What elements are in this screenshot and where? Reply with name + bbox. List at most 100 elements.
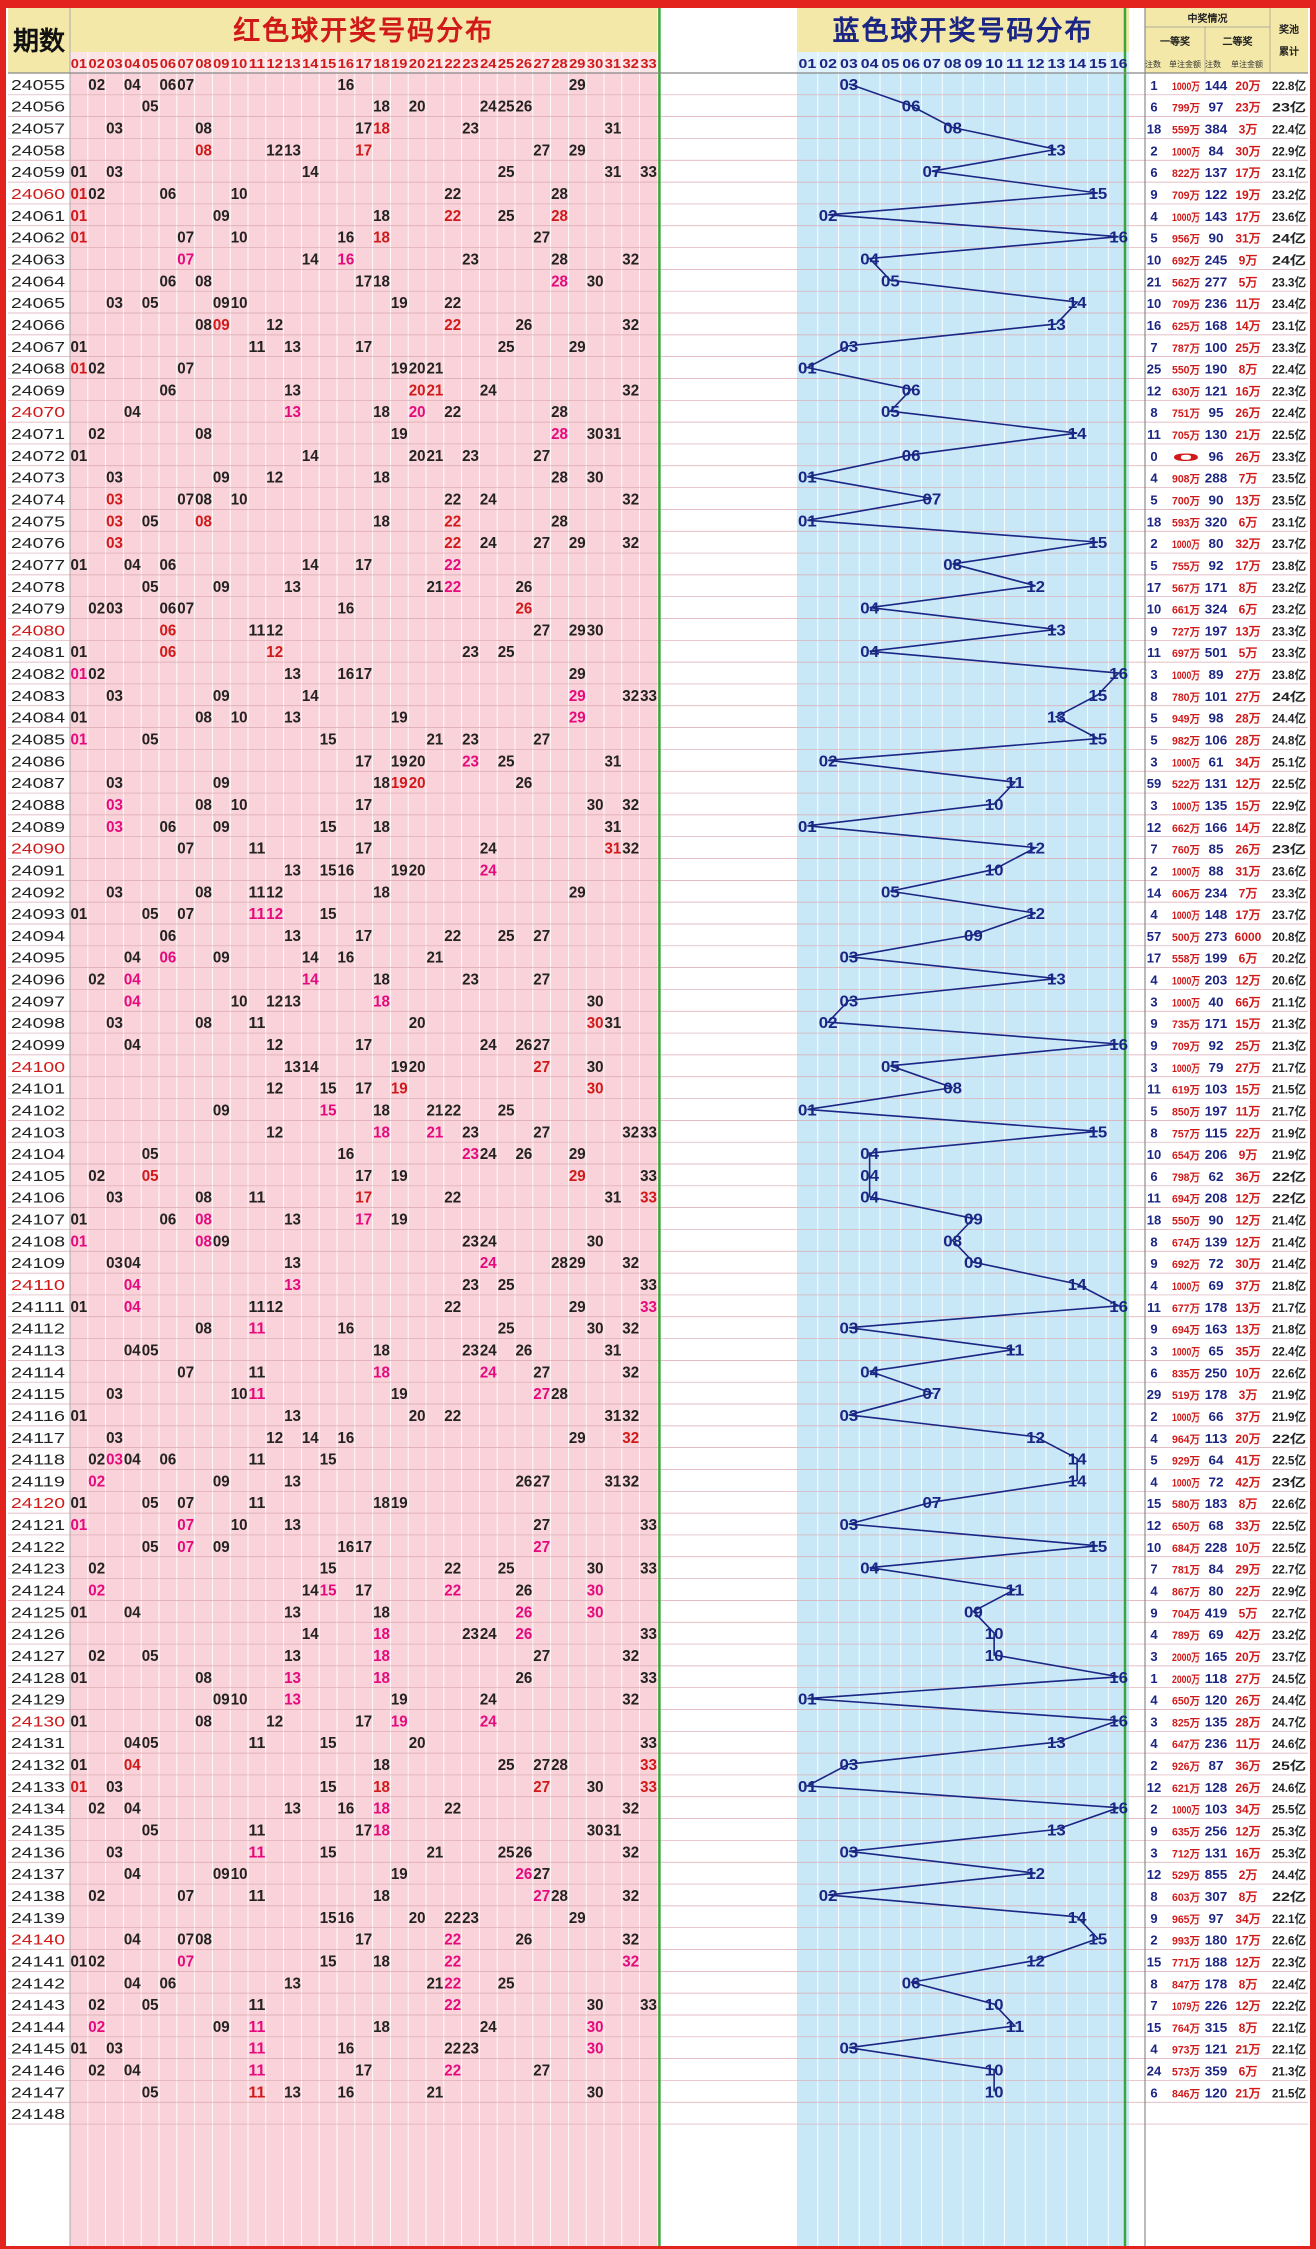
- red-ball: 04: [124, 2063, 141, 2080]
- red-ball: 04: [124, 1801, 141, 1818]
- red-ball: 12: [266, 1124, 283, 1141]
- red-ball: 04: [124, 77, 141, 94]
- issue-number: 24128: [11, 1670, 65, 1687]
- issue-number: 24071: [11, 426, 65, 443]
- first-prize-amount: 662万: [1172, 822, 1200, 835]
- red-ball: 05: [142, 1648, 159, 1665]
- first-prize-count: 9: [1150, 1322, 1157, 1337]
- red-ball: 07: [177, 601, 194, 618]
- issue-number: 24092: [11, 884, 65, 901]
- second-prize-amount: 12万: [1235, 1955, 1260, 1969]
- red-ball: 17: [355, 1168, 372, 1185]
- table-row: 24060 01 02 06 10 22 28 15 9 709万 122 19万 23.2亿: [11, 186, 1306, 203]
- issue-number: 24084: [11, 710, 65, 727]
- second-prize-count: 137: [1205, 165, 1228, 180]
- second-prize-amount: 13万: [1235, 624, 1260, 638]
- red-ball: 05: [142, 99, 159, 116]
- first-prize-count: 3: [1150, 798, 1157, 813]
- prize-pool: 23.2亿: [1272, 187, 1306, 202]
- prize-pool: 23.8亿: [1272, 667, 1306, 682]
- second-prize-count: 180: [1205, 1933, 1228, 1948]
- red-ball: 25: [498, 644, 515, 661]
- red-ball: 33: [640, 1561, 657, 1578]
- second-prize-count: 273: [1205, 929, 1228, 944]
- red-ball: 03: [106, 295, 123, 312]
- red-column-header: 11: [249, 56, 265, 71]
- red-ball: 08: [195, 1713, 212, 1730]
- table-row: 24124 02 14 15 17 22 26 30 11 4 867万 80 22万 22.9亿: [11, 1582, 1306, 1599]
- blue-ball: 15: [1089, 688, 1108, 705]
- prize-pool: 22.7亿: [1272, 1605, 1306, 1620]
- red-ball: 02: [88, 1801, 105, 1818]
- red-ball: 21: [427, 1975, 444, 1992]
- red-ball: 16: [338, 666, 355, 683]
- red-column-header: 27: [534, 56, 550, 71]
- red-ball: 23: [462, 448, 479, 465]
- first-prize-count: 12: [1147, 383, 1161, 398]
- red-ball: 11: [249, 1190, 266, 1207]
- prize-pool: 24.6亿: [1272, 1780, 1306, 1795]
- red-ball: 20: [409, 775, 426, 792]
- red-ball: 06: [160, 1975, 177, 1992]
- first-prize-count: 5: [1150, 711, 1157, 726]
- second-prize-count: 131: [1205, 1845, 1228, 1860]
- table-row: 24105 02 05 17 19 29 33 04 6 798万 62 36万 22亿: [11, 1168, 1306, 1185]
- blue-ball: 12: [1026, 579, 1045, 596]
- red-ball: 07: [177, 841, 194, 858]
- red-ball: 02: [88, 77, 105, 94]
- red-ball: 16: [338, 1430, 355, 1447]
- red-column-header: 04: [124, 56, 141, 71]
- blue-ball: 11: [1006, 1342, 1025, 1359]
- period-header: 期数: [13, 26, 66, 56]
- blue-ball: 04: [860, 644, 879, 661]
- first-prize-amount: 684万: [1172, 1542, 1200, 1555]
- red-ball: 21: [427, 361, 444, 378]
- red-ball: 21: [427, 579, 444, 596]
- red-ball: 21: [427, 382, 444, 399]
- red-ball: 01: [71, 1757, 88, 1774]
- first-prize-amount: 567万: [1172, 582, 1200, 595]
- issue-number: 24095: [11, 950, 65, 967]
- first-prize-amount: 1000万: [1172, 909, 1200, 922]
- second-prize-count: 97: [1209, 100, 1224, 115]
- red-ball: 01: [71, 230, 88, 247]
- second-prize-count: 203: [1205, 973, 1228, 988]
- red-ball: 32: [622, 841, 639, 858]
- first-prize-count: 7: [1150, 340, 1157, 355]
- prize-pool: 21.5亿: [1272, 1082, 1306, 1097]
- red-column-header: 18: [373, 56, 389, 71]
- second-prize-amount: 12万: [1235, 1999, 1260, 2013]
- red-ball: 20: [409, 1910, 426, 1927]
- red-ball: 23: [462, 1146, 479, 1163]
- red-ball: 17: [355, 1190, 372, 1207]
- prize-pool: 21.9亿: [1272, 1387, 1306, 1402]
- first-prize-count: 9: [1150, 1605, 1157, 1620]
- red-ball: 15: [320, 1844, 337, 1861]
- first-prize-count: 5: [1150, 492, 1157, 507]
- second-prize-count: 100: [1205, 340, 1228, 355]
- issue-number: 24127: [11, 1648, 65, 1665]
- first-prize-amount: 1000万: [1172, 145, 1200, 158]
- red-ball: 06: [160, 950, 177, 967]
- first-prize-amount: 867万: [1172, 1585, 1200, 1598]
- second-prize-amount: 6万: [1239, 515, 1258, 529]
- red-ball: 22: [444, 404, 461, 421]
- red-ball: 13: [284, 1255, 301, 1272]
- prize-pool: 23.7亿: [1272, 907, 1306, 922]
- period-column-bg: [8, 73, 70, 2249]
- first-prize-amount: 1000万: [1172, 1062, 1200, 1075]
- red-ball: 17: [355, 339, 372, 356]
- first-prize-amount: 771万: [1172, 1956, 1200, 1969]
- first-prize-count: 9: [1150, 1016, 1157, 1031]
- red-column-header: 09: [213, 56, 229, 71]
- blue-ball: 03: [840, 77, 859, 94]
- second-prize-count: 122: [1205, 187, 1228, 202]
- red-ball: 33: [640, 1997, 657, 2014]
- red-ball: 27: [533, 732, 550, 749]
- red-ball: 24: [480, 1233, 497, 1250]
- first-prize-count: 4: [1150, 973, 1158, 988]
- second-prize-amount: 8万: [1239, 1497, 1258, 1511]
- first-prize-amount: 621万: [1172, 1782, 1200, 1795]
- first-prize-count: 3: [1150, 1714, 1157, 1729]
